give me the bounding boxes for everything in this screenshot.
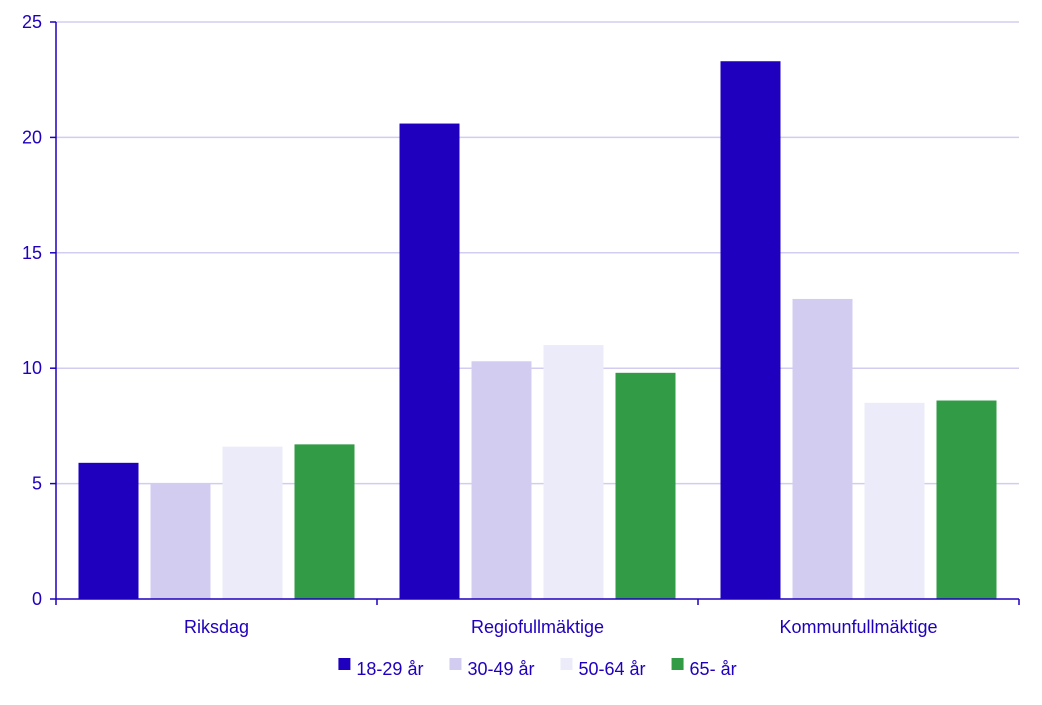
bar-regiofullmäktige-2 bbox=[471, 361, 532, 599]
legend-item-3: 50-64 år bbox=[560, 658, 646, 679]
bar-riksdag-2 bbox=[150, 483, 211, 599]
x-category-label: Riksdag bbox=[184, 617, 249, 637]
legend-swatch bbox=[671, 658, 684, 670]
bar-riksdag-3 bbox=[222, 446, 283, 599]
legend-label: 50-64 år bbox=[579, 659, 646, 679]
bar-kommunfullmäktige-4 bbox=[936, 400, 997, 599]
y-tick-label: 0 bbox=[32, 589, 42, 609]
legend: 18-29 år 30-49 år 50-64 år 65- år bbox=[338, 658, 737, 679]
bar-regiofullmäktige-1 bbox=[399, 123, 460, 599]
legend-label: 65- år bbox=[690, 659, 737, 679]
bar-regiofullmäktige-3 bbox=[543, 345, 604, 599]
bar-riksdag-1 bbox=[78, 462, 139, 599]
bar-kommunfullmäktige-2 bbox=[792, 298, 853, 599]
y-tick-label: 10 bbox=[22, 358, 42, 378]
gridlines bbox=[56, 21, 1019, 485]
bar-kommunfullmäktige-1 bbox=[720, 61, 781, 599]
legend-label: 30-49 år bbox=[467, 659, 534, 679]
legend-item-2: 30-49 år bbox=[449, 658, 535, 679]
legend-swatch bbox=[449, 658, 462, 670]
y-tick-label: 5 bbox=[32, 474, 42, 494]
legend-label: 18-29 år bbox=[356, 659, 423, 679]
y-tick-label: 25 bbox=[22, 12, 42, 32]
y-tick-label: 20 bbox=[22, 127, 42, 147]
axes bbox=[50, 21, 1020, 605]
bar-regiofullmäktige-4 bbox=[615, 372, 676, 599]
bar-riksdag-4 bbox=[294, 444, 355, 599]
bar-kommunfullmäktige-3 bbox=[864, 402, 925, 599]
x-category-label: Kommunfullmäktige bbox=[779, 617, 937, 637]
legend-swatch bbox=[338, 658, 351, 670]
tick-labels: 0 5 10 15 20 25 Riksdag Regiofullmäktige Kommunf… bbox=[22, 12, 938, 637]
legend-swatch bbox=[560, 658, 573, 670]
bars bbox=[78, 61, 997, 599]
legend-item-4: 65- år bbox=[671, 658, 737, 679]
x-category-label: Regiofullmäktige bbox=[471, 617, 604, 637]
y-tick-label: 15 bbox=[22, 243, 42, 263]
legend-item-1: 18-29 år bbox=[338, 658, 423, 679]
